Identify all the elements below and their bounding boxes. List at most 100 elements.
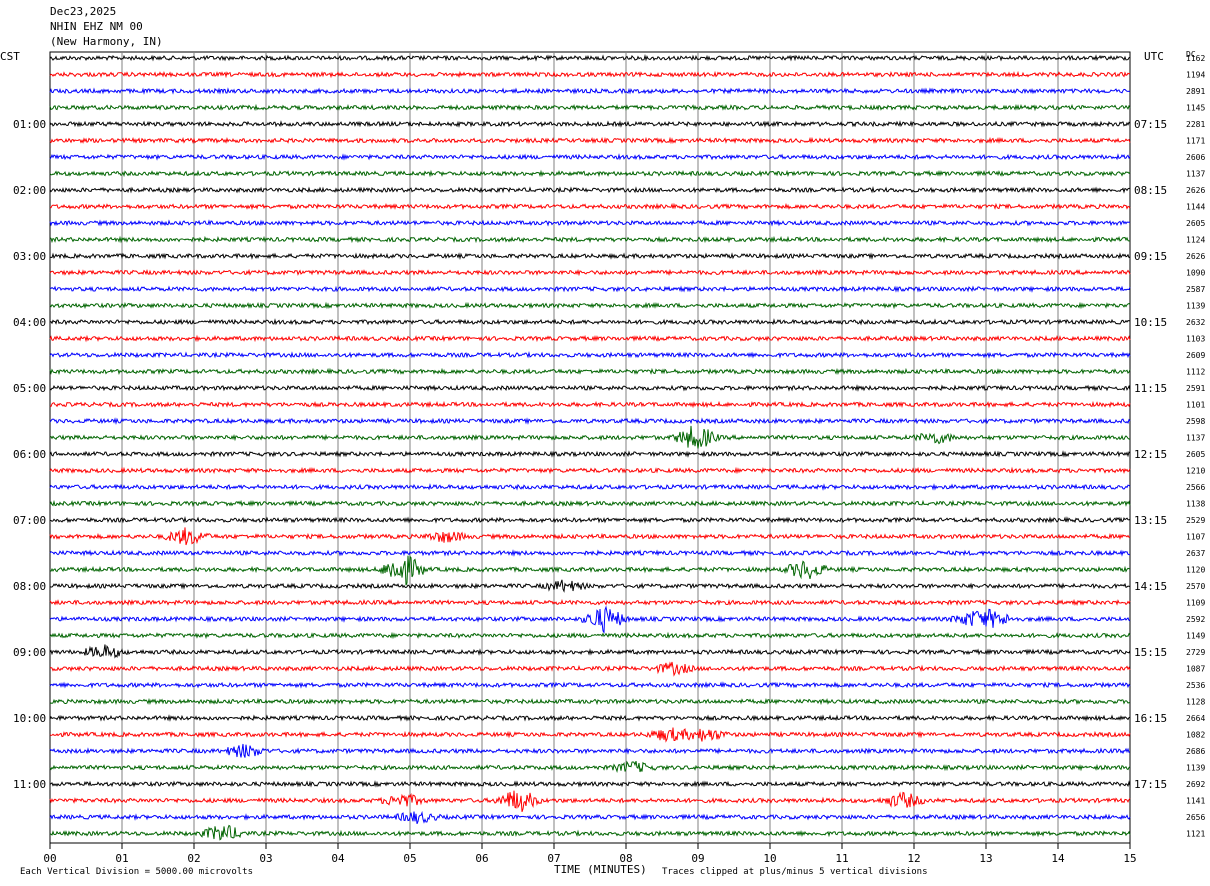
dc-offset-label: 1138 <box>1186 500 1205 509</box>
utc-hour-label: 15:15 <box>1134 646 1167 659</box>
trace-line <box>49 555 1131 586</box>
dc-offset-label: 1162 <box>1186 54 1205 63</box>
cst-hour-label: 11:00 <box>13 778 46 791</box>
trace-line <box>49 153 1131 161</box>
trace-line <box>49 384 1131 392</box>
cst-hour-label: 10:00 <box>13 712 46 725</box>
trace-line <box>49 727 1131 743</box>
trace-line <box>49 136 1131 145</box>
trace-line <box>49 810 1131 824</box>
dc-offset-label: 1137 <box>1186 434 1205 443</box>
station-code: NHIN EHZ NM 00 <box>50 20 143 33</box>
dc-offset-label: 2598 <box>1186 417 1205 426</box>
trace-line <box>49 268 1131 277</box>
trace-line <box>49 499 1131 508</box>
dc-offset-label: 2692 <box>1186 780 1205 789</box>
dc-offset-label: 1137 <box>1186 170 1205 179</box>
trace-line <box>49 235 1131 244</box>
trace-line <box>49 714 1131 722</box>
trace-line <box>49 54 1131 62</box>
trace-line <box>49 70 1131 79</box>
trace-line <box>49 516 1131 524</box>
dc-offset-label: 1087 <box>1186 665 1205 674</box>
utc-hour-label: 16:15 <box>1134 712 1167 725</box>
trace-line <box>49 631 1131 640</box>
dc-offset-label: 1120 <box>1186 566 1205 575</box>
x-tick-label: 07 <box>547 852 560 865</box>
trace-line <box>49 301 1131 310</box>
trace-line <box>49 644 1131 659</box>
dc-offset-label: 2566 <box>1186 483 1205 492</box>
trace-line <box>49 334 1131 343</box>
dc-offset-label: 1145 <box>1186 104 1205 113</box>
dc-offset-label: 2536 <box>1186 681 1205 690</box>
dc-offset-label: 1144 <box>1186 203 1205 212</box>
cst-hour-label: 09:00 <box>13 646 46 659</box>
cst-hour-label: 04:00 <box>13 316 46 329</box>
dc-offset-label: 1171 <box>1186 137 1205 146</box>
trace-line <box>49 483 1131 491</box>
dc-offset-label: 1124 <box>1186 236 1205 245</box>
x-tick-label: 00 <box>43 852 56 865</box>
dc-offset-label: 2891 <box>1186 87 1205 96</box>
dc-offset-label: 2605 <box>1186 450 1205 459</box>
clip-note: Traces clipped at plus/minus 5 vertical … <box>662 867 928 877</box>
cst-hour-label: 08:00 <box>13 580 46 593</box>
x-tick-label: 06 <box>475 852 488 865</box>
utc-hour-label: 14:15 <box>1134 580 1167 593</box>
trace-line <box>49 252 1131 260</box>
trace-line <box>49 351 1131 359</box>
trace-line <box>49 549 1131 557</box>
trace-line <box>49 466 1131 475</box>
trace-line <box>49 103 1131 112</box>
dc-offset-label: 2729 <box>1186 648 1205 657</box>
dc-offset-label: 2626 <box>1186 186 1205 195</box>
utc-hour-label: 10:15 <box>1134 316 1167 329</box>
cst-hour-label: 05:00 <box>13 382 46 395</box>
dc-offset-label: 2529 <box>1186 516 1205 525</box>
dc-offset-label: 2686 <box>1186 747 1205 756</box>
x-tick-label: 15 <box>1123 852 1136 865</box>
scale-note: Each Vertical Division = 5000.00 microvo… <box>20 867 253 877</box>
trace-line <box>49 598 1131 607</box>
dc-offset-label: 2626 <box>1186 252 1205 261</box>
trace-line <box>49 285 1131 293</box>
dc-offset-label: 2592 <box>1186 615 1205 624</box>
x-tick-label: 14 <box>1051 852 1065 865</box>
plot-frame <box>49 51 1131 844</box>
trace-line <box>49 400 1131 409</box>
trace-line <box>49 425 1131 449</box>
dc-offset-label: 1109 <box>1186 599 1205 608</box>
trace-line <box>49 760 1131 773</box>
dc-offset-label: 2281 <box>1186 120 1205 129</box>
utc-hour-label: 17:15 <box>1134 778 1167 791</box>
x-tick-label: 10 <box>763 852 776 865</box>
x-tick-label: 02 <box>187 852 200 865</box>
trace-line <box>49 790 1131 812</box>
trace-line <box>49 87 1131 95</box>
dc-offset-label: 1082 <box>1186 731 1205 740</box>
x-tick-label: 09 <box>691 852 704 865</box>
x-tick-label: 01 <box>115 852 128 865</box>
trace-line <box>49 450 1131 458</box>
dc-offset-label: 1141 <box>1186 797 1205 806</box>
dc-offset-label: 2664 <box>1186 714 1205 723</box>
trace-line <box>49 527 1131 546</box>
trace-line <box>49 579 1131 593</box>
cst-hour-label: 01:00 <box>13 118 46 131</box>
dc-offset-label: 1139 <box>1186 302 1205 311</box>
utc-hour-label: 11:15 <box>1134 382 1167 395</box>
dc-offset-label: 1194 <box>1186 71 1205 80</box>
trace-line <box>49 169 1131 178</box>
dc-label: DC <box>1186 50 1196 59</box>
trace-line <box>49 681 1131 689</box>
trace-line <box>49 605 1131 634</box>
utc-label: UTC <box>1144 50 1164 63</box>
x-tick-label: 04 <box>331 852 345 865</box>
dc-offset-label: 2605 <box>1186 219 1205 228</box>
plot-date: Dec23,2025 <box>50 5 117 18</box>
dc-offset-label: 2656 <box>1186 813 1205 822</box>
dc-offset-label: 1112 <box>1186 368 1205 377</box>
dc-offset-label: 2606 <box>1186 153 1205 162</box>
